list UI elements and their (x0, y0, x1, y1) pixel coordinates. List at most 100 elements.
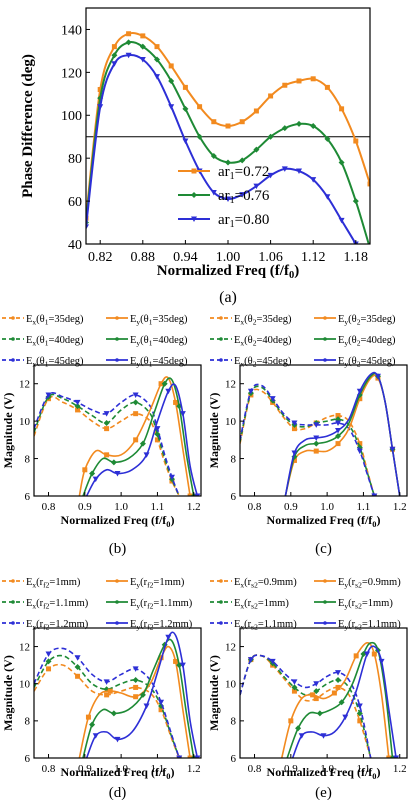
data-point (86, 224, 89, 230)
x-tick-label: 0.9 (78, 763, 92, 775)
legend-label: Ey(rs2=1mm) (338, 598, 393, 611)
data-point (104, 426, 110, 432)
legend-marker (219, 337, 223, 341)
legend-marker (11, 358, 15, 362)
legend-label: Ex(θ2=35deg) (234, 314, 292, 327)
x-axis-label: Normalized Freq (f/f0) (267, 765, 381, 781)
y-tick-label: 12 (225, 379, 236, 391)
legend-label: Ex(θ2=40deg) (234, 335, 292, 348)
plot-frame (33, 627, 202, 759)
legend-label: Ex(θ1=35deg) (26, 314, 84, 327)
data-point (269, 396, 276, 402)
data-point (324, 135, 331, 142)
data-point (173, 658, 179, 664)
y-tick-label: 6 (25, 753, 31, 765)
legend-marker (115, 600, 119, 604)
legend-marker (191, 192, 197, 198)
series-line-5 (85, 631, 199, 758)
data-point (133, 411, 139, 417)
legend-label: Ey(θ1=45deg) (130, 356, 188, 369)
legend-label: ar1=0.72 (218, 164, 269, 182)
data-point (173, 399, 179, 405)
legend-label: Ey(rf2=1.1mm) (130, 598, 193, 611)
legend-marker (323, 600, 327, 604)
data-point (89, 470, 96, 477)
data-point (125, 52, 132, 59)
data-point (389, 446, 396, 453)
legend-marker (323, 358, 327, 362)
panel-label: (c) (315, 541, 332, 557)
legend-label: Ex(rf2=1mm) (26, 577, 81, 590)
legend-marker (323, 337, 327, 341)
x-tick-label: 1.2 (393, 763, 407, 775)
legend-marker (219, 358, 223, 362)
x-tick-label: 1.0 (114, 763, 128, 775)
data-point (281, 166, 288, 172)
y-tick-label: 100 (61, 109, 82, 124)
data-point (247, 388, 254, 395)
data-point (132, 392, 139, 398)
data-point (111, 52, 118, 59)
data-point (125, 39, 132, 46)
x-tick-label: 0.9 (284, 501, 298, 513)
data-point (367, 181, 370, 187)
x-axis-label: Normalized Freq (f/f0) (267, 513, 381, 529)
series-line-1 (34, 654, 180, 758)
data-point (357, 718, 363, 724)
data-point (182, 138, 189, 145)
data-point (313, 440, 320, 447)
series-line-0 (34, 395, 180, 496)
data-point (165, 388, 172, 395)
legend-marker (191, 216, 197, 222)
data-point (92, 476, 99, 483)
data-point (187, 493, 193, 496)
plot-frame (239, 627, 408, 759)
data-point (296, 78, 302, 84)
legend-marker (219, 316, 223, 320)
data-point (335, 684, 341, 690)
data-point (139, 56, 146, 63)
series-line-3 (78, 376, 191, 496)
data-point (335, 441, 341, 447)
data-point (103, 411, 110, 417)
data-point (291, 679, 298, 685)
legend-marker (115, 579, 119, 583)
x-axis-label: Normalized Freq (f/f0) (157, 263, 299, 281)
x-axis-label: Normalized Freq (f/f0) (61, 513, 175, 529)
x-tick-label: 0.82 (88, 250, 113, 265)
legend-marker (219, 621, 223, 625)
x-tick-label: 1.2 (187, 763, 201, 775)
data-point (179, 411, 186, 417)
x-tick-label: 1.2 (393, 501, 407, 513)
data-point (316, 710, 323, 717)
data-point (45, 392, 52, 398)
data-point (114, 736, 121, 743)
legend-label: Ey(θ1=40deg) (130, 335, 188, 348)
legend-marker (115, 316, 119, 320)
legend: Ex(rf2=1mm) Ey(rf2=1mm) Ex(rf2=1.1mm) Ey(rf… (2, 577, 193, 632)
series-line-2 (240, 383, 376, 496)
legend-marker (11, 621, 15, 625)
series-line-2 (34, 392, 180, 496)
data-point (282, 82, 288, 88)
data-point (110, 710, 117, 717)
panel-label: (e) (315, 785, 332, 800)
plot-frame (239, 364, 408, 497)
data-point (211, 119, 217, 125)
data-point (291, 420, 298, 427)
data-point (154, 56, 160, 63)
data-point (253, 108, 259, 114)
data-point (74, 664, 81, 670)
data-point (103, 679, 110, 685)
legend-marker (11, 579, 15, 583)
series-line-2 (240, 654, 372, 758)
x-tick-label: 1.1 (151, 501, 165, 513)
data-point (335, 677, 342, 683)
legend-marker (191, 168, 197, 174)
data-point (133, 694, 139, 700)
y-axis-label: Magnitude (V) (207, 655, 221, 731)
y-axis-label: Magnitude (V) (1, 393, 15, 469)
series-line-5 (85, 383, 199, 496)
data-point (111, 44, 117, 50)
y-tick-label: 12 (19, 641, 30, 653)
